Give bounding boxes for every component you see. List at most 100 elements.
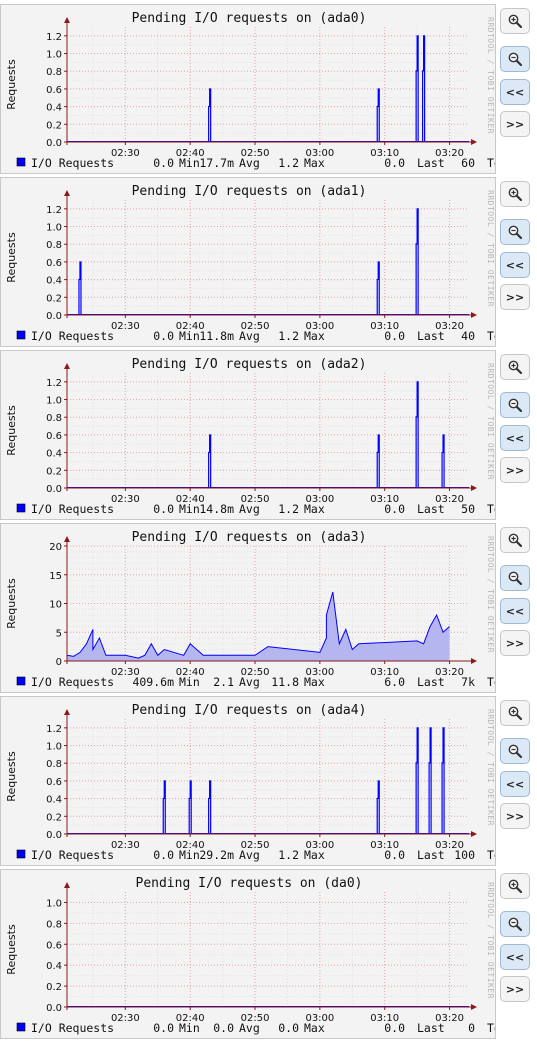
y-tick-label: 0.0	[46, 830, 62, 841]
rrdtool-watermark: RRDTOOL / TOBI OETIKER	[486, 17, 495, 134]
zoom-in-button[interactable]	[500, 873, 530, 899]
series-spike	[376, 780, 380, 834]
zoom-in-button[interactable]	[500, 527, 530, 553]
y-tick-label: 0.4	[46, 795, 62, 806]
legend-tail: 50	[461, 502, 475, 516]
series-spike	[441, 434, 445, 488]
legend-last: 0.0	[384, 502, 405, 516]
zoom-in-button[interactable]	[500, 8, 530, 34]
x-axis-arrow	[471, 831, 477, 837]
legend-min-label: Min	[179, 1021, 200, 1035]
legend-to-label: To	[487, 848, 496, 862]
y-tick-label: 0.4	[46, 961, 62, 972]
zoom-in-button[interactable]	[500, 181, 530, 207]
legend-max: 1.2	[278, 329, 299, 343]
y-tick-label: 0.2	[46, 812, 62, 823]
zoom-out-icon	[508, 917, 523, 932]
x-tick-label: 03:00	[305, 840, 334, 851]
legend-avg: 29.2m	[199, 848, 234, 862]
legend-avg-label: Avg	[239, 848, 260, 862]
legend-avg: 17.7m	[199, 156, 234, 170]
forward-button[interactable]: >>	[500, 803, 530, 829]
forward-button[interactable]: >>	[500, 111, 530, 137]
graph-title: Pending I/O requests on (ada2)	[132, 357, 367, 372]
legend-max-label: Max	[304, 502, 325, 516]
graph-panel: Pending I/O requests on (ada1) Requests RR…	[0, 177, 496, 347]
graph-panel: Pending I/O requests on (ada3) Requests RR…	[0, 523, 496, 693]
forward-button[interactable]: >>	[500, 630, 530, 656]
legend-swatch	[16, 330, 26, 340]
graph-svg: Pending I/O requests on (ada0) Requests RR…	[5, 11, 495, 170]
series-spike	[376, 434, 380, 488]
back-button-label: <<	[505, 258, 525, 272]
forward-button-label: >>	[505, 636, 525, 650]
zoom-out-button[interactable]	[500, 565, 530, 591]
forward-button[interactable]: >>	[500, 284, 530, 310]
y-tick-label: 10	[49, 600, 62, 611]
series-spike	[422, 35, 426, 142]
y-tick-label: 1.2	[46, 724, 62, 735]
back-button-label: <<	[505, 777, 525, 791]
legend-last-label: Last	[417, 502, 445, 516]
series-spike	[441, 727, 445, 834]
legend-swatch	[16, 676, 26, 686]
back-button[interactable]: <<	[500, 598, 530, 624]
forward-button[interactable]: >>	[500, 457, 530, 483]
x-tick-label: 02:50	[241, 667, 270, 678]
legend-min: 409.6m	[132, 675, 174, 689]
y-tick-label: 0.8	[46, 240, 62, 251]
legend-swatch	[16, 849, 26, 859]
y-tick-label: 1.0	[46, 742, 62, 753]
y-tick-label: 0.0	[46, 311, 62, 322]
back-button[interactable]: <<	[500, 944, 530, 970]
y-tick-label: 0.6	[46, 85, 62, 96]
series-spike	[376, 261, 380, 315]
forward-button[interactable]: >>	[500, 976, 530, 1002]
y-tick-label: 0.4	[46, 449, 62, 460]
x-tick-label: 03:10	[370, 840, 399, 851]
x-tick-label: 02:40	[176, 1013, 205, 1024]
y-tick-label: 1.0	[46, 223, 62, 234]
y-axis-arrow	[64, 190, 70, 196]
back-button-label: <<	[505, 604, 525, 618]
zoom-in-button[interactable]	[500, 700, 530, 726]
x-tick-label: 02:50	[241, 148, 270, 159]
legend-swatch	[16, 503, 26, 513]
legend-legend-label: I/O Requests	[31, 502, 114, 516]
x-tick-label: 02:50	[241, 494, 270, 505]
zoom-out-button[interactable]	[500, 738, 530, 764]
legend-legend-label: I/O Requests	[31, 156, 114, 170]
y-tick-label: 0.8	[46, 67, 62, 78]
x-axis-arrow	[471, 1004, 477, 1010]
back-button[interactable]: <<	[500, 79, 530, 105]
zoom-out-button[interactable]	[500, 46, 530, 72]
legend-tail: 40	[461, 329, 475, 343]
forward-button-label: >>	[505, 463, 525, 477]
zoom-in-button[interactable]	[500, 354, 530, 380]
zoom-out-button[interactable]	[500, 219, 530, 245]
x-tick-label: 02:40	[176, 840, 205, 851]
legend-min: 0.0	[153, 1021, 174, 1035]
x-tick-label: 03:00	[305, 1013, 334, 1024]
legend-last: 0.0	[384, 329, 405, 343]
graph-panel: Pending I/O requests on (ada2) Requests RR…	[0, 350, 496, 520]
rrdtool-watermark: RRDTOOL / TOBI OETIKER	[486, 536, 495, 653]
back-button[interactable]: <<	[500, 252, 530, 278]
zoom-out-button[interactable]	[500, 392, 530, 418]
zoom-out-button[interactable]	[500, 911, 530, 937]
legend-tail: 7k	[461, 675, 475, 689]
y-tick-label: 1.0	[46, 898, 62, 909]
y-axis-arrow	[64, 536, 70, 542]
legend-swatch	[16, 1022, 26, 1032]
rrdtool-watermark: RRDTOOL / TOBI OETIKER	[486, 882, 495, 999]
legend-max: 0.0	[278, 1021, 299, 1035]
series-spike	[208, 434, 212, 488]
graph-panel: Pending I/O requests on (da0) Requests RRD…	[0, 869, 496, 1039]
zoom-in-icon	[508, 360, 523, 375]
legend-min-label: Min	[179, 156, 200, 170]
y-tick-label: 0.2	[46, 982, 62, 993]
series-spike	[188, 780, 192, 834]
y-tick-label: 0.2	[46, 293, 62, 304]
back-button[interactable]: <<	[500, 425, 530, 451]
back-button[interactable]: <<	[500, 771, 530, 797]
